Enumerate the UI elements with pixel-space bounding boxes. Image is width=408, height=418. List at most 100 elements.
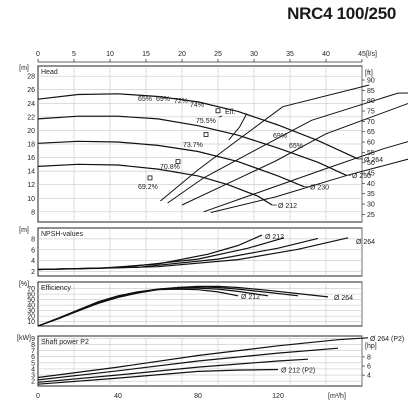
head-left-tick-label: 14 (27, 169, 35, 176)
top-axis-tick-label: 20 (178, 51, 186, 58)
power-right-unit: [hp] (365, 343, 377, 350)
efficiency-label: 69% (273, 133, 287, 140)
chart-title: NRC4 100/250 (287, 4, 396, 23)
head-left-tick-label: 10 (27, 196, 35, 203)
head-left-unit: [m] (19, 65, 29, 72)
efficiency-label: 72% (174, 98, 188, 105)
npsh-left-tick-label: 4 (31, 258, 35, 265)
efficiency-left-tick-label: 30 (27, 308, 35, 315)
efficiency-label: 69.2% (138, 184, 158, 191)
head-left-tick-label: 8 (31, 209, 35, 216)
head-left-tick-label: 26 (27, 87, 35, 94)
efficiency-panel-label: Efficiency (41, 285, 71, 292)
efficiency-contour (203, 141, 408, 213)
top-axis-tick-label: 25 (214, 51, 222, 58)
efficiency-label: Eff. (225, 109, 235, 116)
efficiency-curve-label: Ø 212 (241, 294, 260, 301)
head-curve (37, 115, 347, 176)
power-left-tick-label: 9 (31, 336, 35, 343)
efficiency-label: 65% (289, 143, 303, 150)
top-axis-tick-label: 10 (106, 51, 114, 58)
head-left-tick-label: 24 (27, 101, 35, 108)
top-axis-tick-label: 30 (250, 51, 258, 58)
head-curve-label: Ø 264 (364, 157, 383, 164)
top-axis-tick-label: 35 (286, 51, 294, 58)
power-curve (37, 358, 309, 383)
efficiency-curve (37, 286, 299, 327)
power-left-tick-label: 5 (31, 360, 35, 367)
efficiency-left-tick-label: 70 (27, 286, 35, 293)
power-left-tick-label: 7 (31, 348, 35, 355)
power-curve-label: Ø 212 (P2) (281, 368, 315, 375)
efficiency-left-unit: [%] (19, 281, 29, 288)
efficiency-contour (181, 102, 408, 206)
head-curve-label: Ø 212 (278, 203, 297, 210)
npsh-curve-label: Ø 212 (265, 234, 284, 241)
top-axis-tick-label: 45 (358, 51, 366, 58)
eff-leader (218, 115, 223, 118)
efficiency-left-tick-label: 60 (27, 292, 35, 299)
power-right-tick-label: 8 (367, 354, 371, 361)
power-left-tick-label: 2 (31, 379, 35, 386)
npsh-left-tick-label: 2 (31, 269, 35, 276)
head-right-tick-label: 45 (367, 171, 375, 178)
npsh-left-unit: [m] (19, 227, 29, 234)
head-right-tick-label: 40 (367, 181, 375, 188)
npsh-panel-label: NPSH-values (41, 231, 84, 238)
efficiency-left-tick-label: 40 (27, 303, 35, 310)
efficiency-label: 75.5% (196, 118, 216, 125)
head-curve-label: Ø 250 (352, 173, 371, 180)
efficiency-left-tick-label: 50 (27, 297, 35, 304)
efficiency-contour (210, 158, 408, 213)
head-right-tick-label: 65 (367, 129, 375, 136)
efficiency-label: 70.8% (160, 164, 180, 171)
power-curve-label: Ø 264 (P2) (370, 336, 404, 343)
efficiency-curve (37, 288, 239, 327)
head-left-tick-label: 16 (27, 155, 35, 162)
head-right-unit: [ft] (365, 70, 373, 77)
head-left-tick-label: 12 (27, 182, 35, 189)
head-right-tick-label: 75 (367, 109, 375, 116)
power-left-tick-label: 8 (31, 342, 35, 349)
efficiency-contour (160, 84, 370, 202)
power-panel-label: Shaft power P2 (41, 339, 89, 346)
head-panel-label: Head (41, 69, 58, 76)
head-curve (37, 93, 359, 160)
npsh-curve (37, 237, 349, 271)
efficiency-label: 73.7% (183, 142, 203, 149)
npsh-curve-label: Ø 264 (356, 239, 375, 246)
efficiency-mark (203, 132, 209, 137)
efficiency-contour (167, 92, 408, 204)
head-right-tick-label: 85 (367, 88, 375, 95)
top-axis-unit: [l/s] (366, 51, 377, 58)
head-right-tick-label: 90 (367, 78, 375, 85)
bottom-axis-tick-label: 120 (272, 393, 284, 400)
bottom-axis-unit: [m³/h] (328, 393, 346, 400)
power-left-tick-label: 4 (31, 366, 35, 373)
head-left-tick-label: 22 (27, 114, 35, 121)
power-right-tick-label: 6 (367, 364, 371, 371)
npsh-left-tick-label: 8 (31, 236, 35, 243)
power-left-unit: [kW] (17, 335, 31, 342)
top-axis-tick-label: 5 (72, 51, 76, 58)
head-right-tick-label: 25 (367, 212, 375, 219)
head-right-tick-label: 70 (367, 119, 375, 126)
top-axis-tick-label: 15 (142, 51, 150, 58)
bottom-axis-tick-label: 40 (114, 393, 122, 400)
efficiency-mark (175, 159, 181, 165)
head-right-tick-label: 30 (367, 202, 375, 209)
efficiency-label: 69% (156, 96, 170, 103)
power-left-tick-label: 3 (31, 373, 35, 380)
top-axis-tick-label: 0 (36, 51, 40, 58)
power-curve (37, 347, 339, 381)
head-left-tick-label: 20 (27, 128, 35, 135)
head-left-tick-label: 18 (27, 142, 35, 149)
bottom-axis-tick-label: 0 (36, 393, 40, 400)
efficiency-label: 74% (190, 102, 204, 109)
efficiency-left-tick-label: 20 (27, 314, 35, 321)
efficiency-mark (215, 108, 221, 114)
power-curve (37, 368, 279, 385)
efficiency-mark (147, 175, 153, 181)
head-curve (37, 140, 305, 188)
